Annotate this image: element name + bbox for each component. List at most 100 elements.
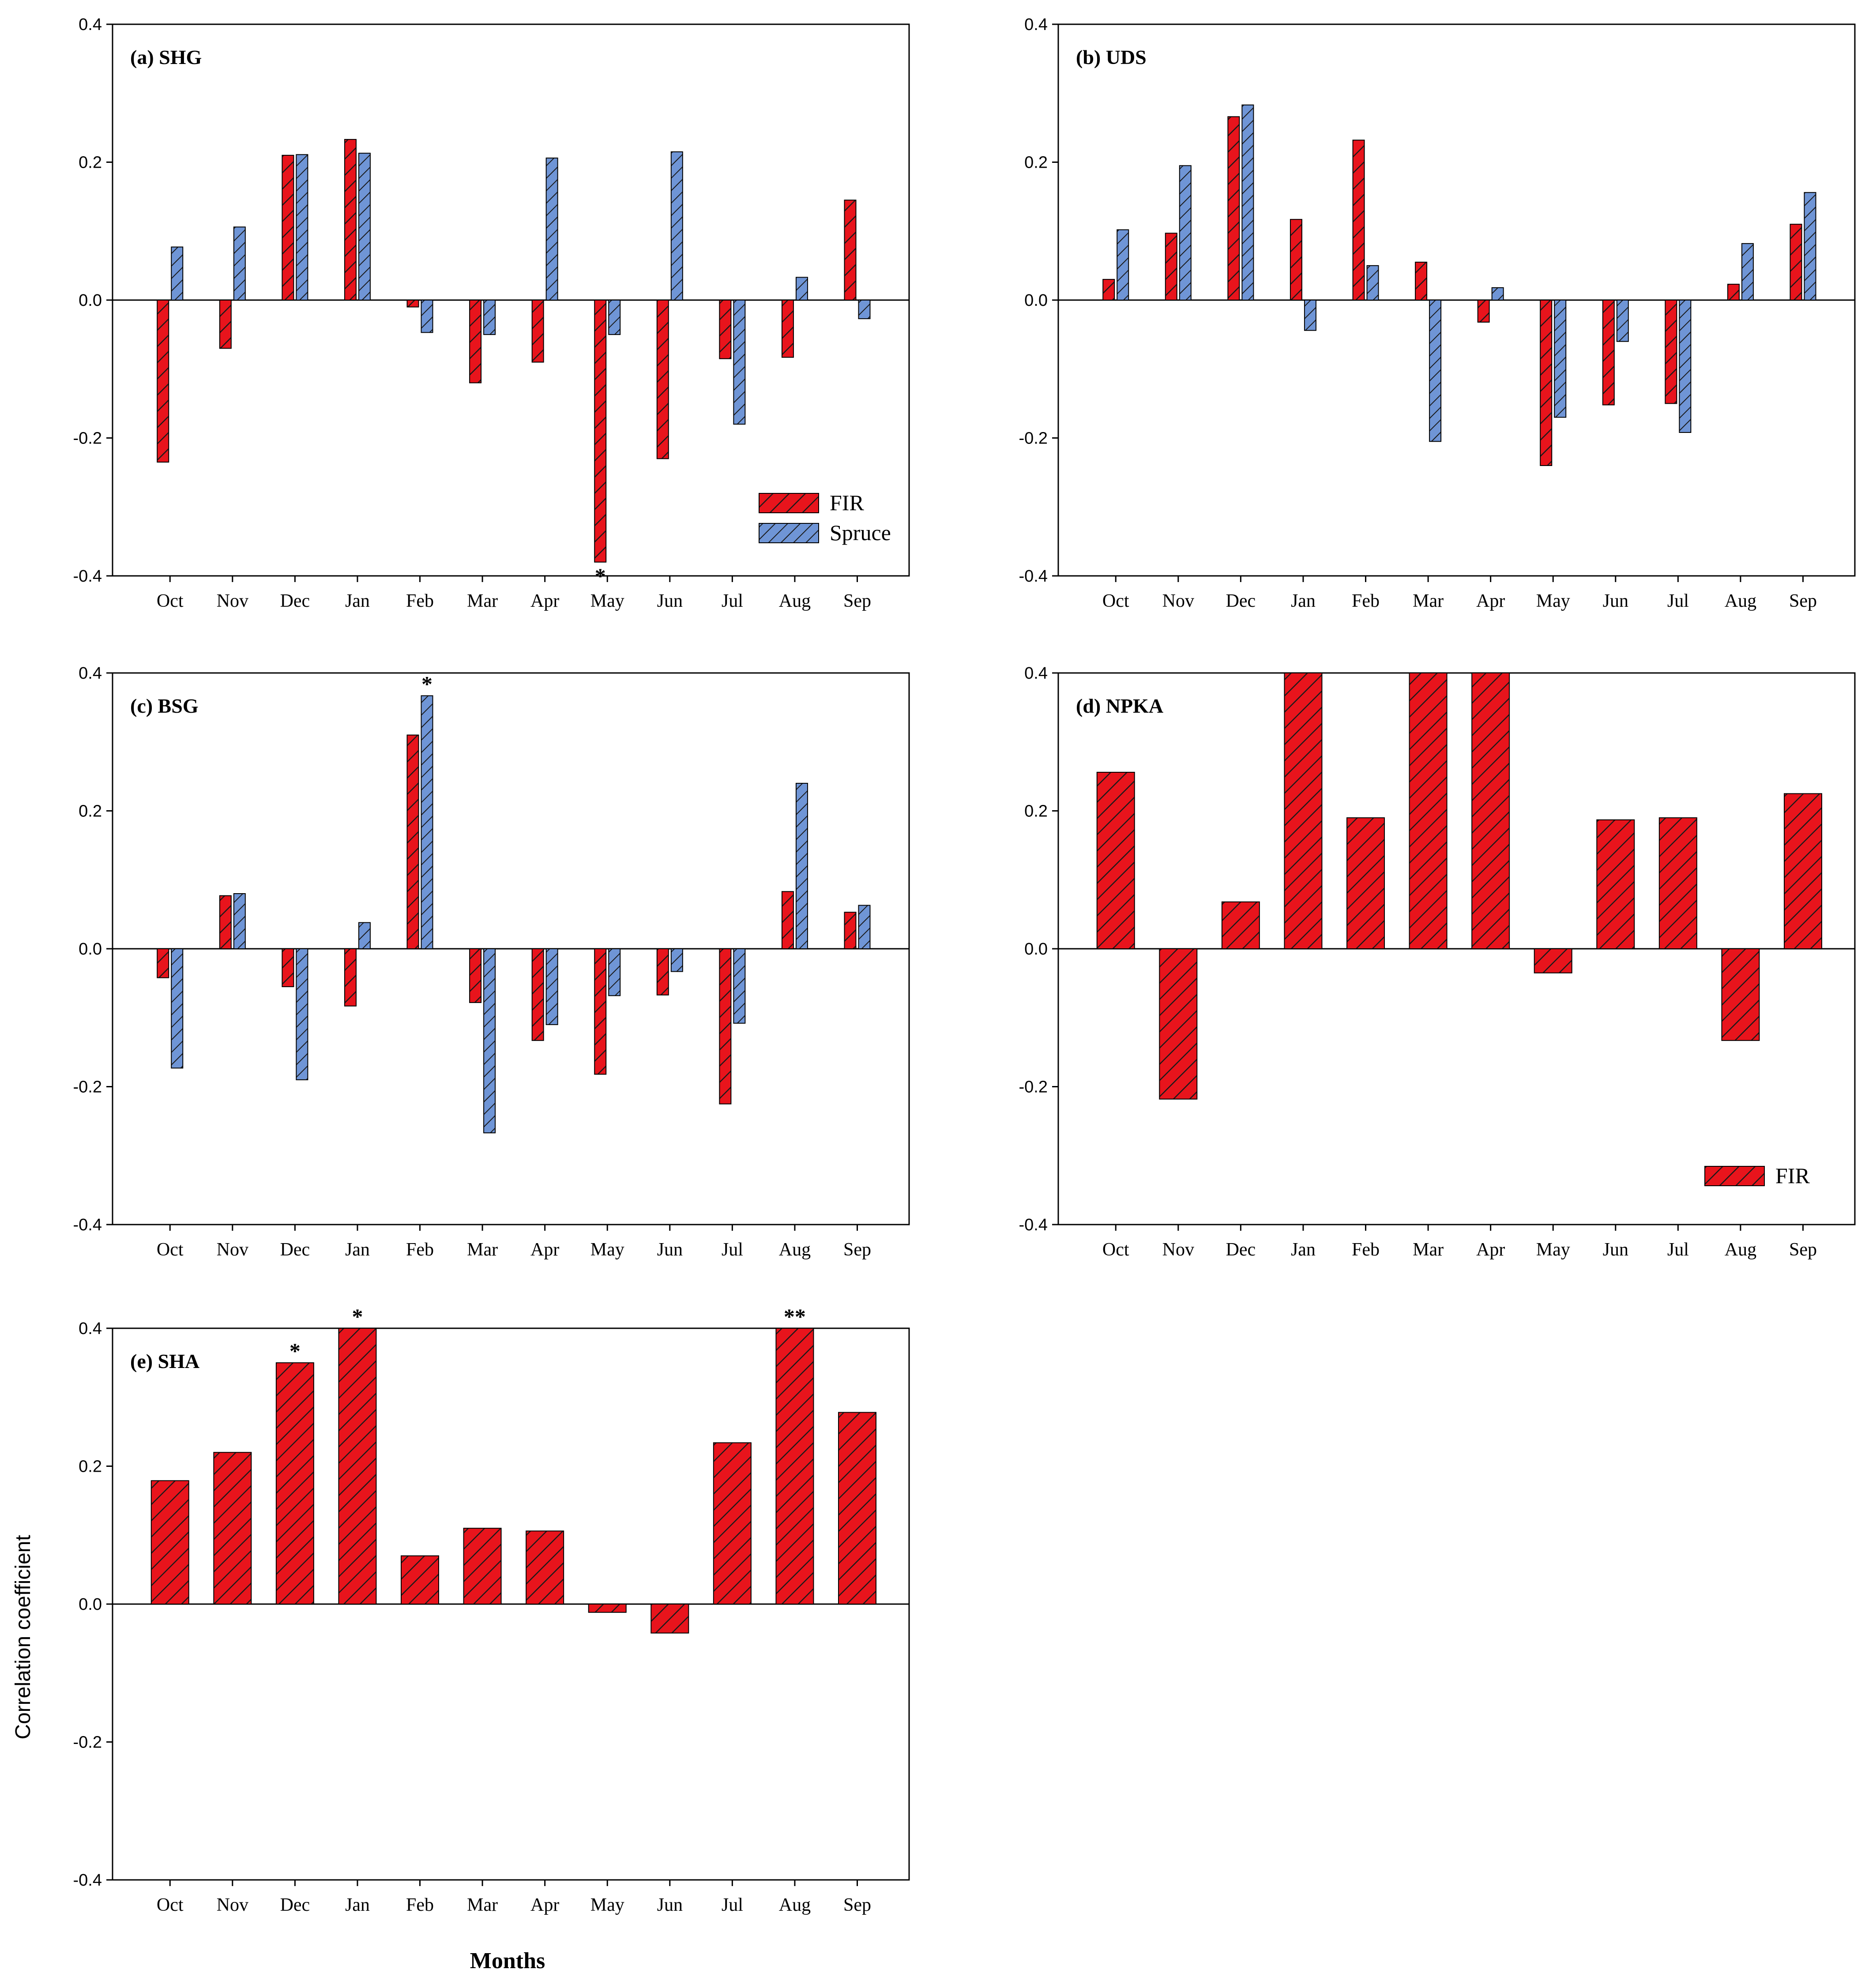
bar-fir-nov	[213, 1452, 252, 1605]
panel-e: 0.4 0.2 0.0 -0.2 -0.4 Oct Nov Dec Jan Feb Mar Apr Ma…	[73, 1304, 910, 1915]
bar-fir-jan	[1284, 673, 1323, 949]
legend-swatch-fir	[759, 493, 819, 513]
bar-spruce-oct	[1117, 229, 1129, 301]
bar-fir-apr	[531, 300, 544, 363]
bar-spruce-mar	[483, 300, 496, 335]
x-tick-label: Mar	[1413, 591, 1444, 611]
y-tick-label: 0.2	[79, 802, 102, 821]
y-tick-label: 0.4	[1024, 664, 1048, 683]
x-tick-label: May	[1536, 1240, 1570, 1260]
x-tick-label: Sep	[843, 591, 871, 611]
x-tick-label: Nov	[1162, 591, 1194, 611]
bar-fir-may	[594, 948, 607, 1075]
bar-fir-jun	[650, 1604, 689, 1634]
x-tick-label: Dec	[1226, 591, 1256, 611]
bar-spruce-sep	[858, 300, 871, 319]
significance-star: *	[352, 1304, 363, 1329]
bar-fir-feb	[401, 1555, 440, 1605]
bar-fir-jul	[719, 300, 732, 359]
bar-fir-may	[588, 1604, 627, 1613]
bar-fir-aug	[781, 891, 794, 949]
bar-fir-may	[1540, 300, 1553, 466]
y-tick-label: -0.2	[1019, 429, 1048, 448]
bar-spruce-sep	[1804, 192, 1816, 301]
x-tick-label: Apr	[530, 1240, 559, 1260]
panel-title: (b) UDS	[1076, 46, 1147, 68]
bar-fir-dec	[282, 154, 294, 301]
x-tick-label: Jun	[657, 1895, 683, 1915]
bar-fir-jun	[1602, 300, 1615, 406]
significance-star: *	[595, 564, 606, 588]
bar-fir-aug	[781, 300, 794, 358]
bar-spruce-apr	[545, 948, 558, 1025]
bar-fir-sep	[838, 1412, 876, 1605]
x-tick-label: May	[590, 591, 624, 611]
bar-fir-sep	[844, 199, 857, 301]
bar-fir-jun	[1596, 819, 1635, 949]
x-tick-label: May	[1536, 591, 1570, 611]
y-tick-label: -0.4	[73, 1216, 102, 1234]
bar-spruce-jul	[733, 948, 746, 1024]
bar-fir-may	[594, 300, 607, 563]
bar-fir-sep	[1790, 224, 1802, 301]
x-tick-label: Aug	[779, 1240, 811, 1260]
y-tick-label: 0.0	[1024, 940, 1048, 958]
x-tick-label: Mar	[1413, 1240, 1444, 1260]
y-tick-label: 0.2	[79, 154, 102, 172]
y-tick-label: 0.2	[79, 1458, 102, 1476]
bar-spruce-jan	[358, 153, 371, 301]
y-tick-label: 0.2	[1024, 154, 1048, 172]
x-tick-label: Jul	[722, 1240, 743, 1260]
bar-spruce-aug	[795, 277, 808, 301]
y-tick-label: 0.0	[1024, 291, 1048, 310]
bar-fir-feb	[1346, 817, 1385, 949]
bar-fir-jan	[1290, 219, 1302, 301]
significance-star: **	[784, 1304, 806, 1329]
bar-fir-aug	[1721, 948, 1760, 1041]
x-tick-label: Dec	[280, 591, 310, 611]
x-tick-label: Jul	[1667, 591, 1689, 611]
bar-fir-apr	[526, 1530, 564, 1605]
panel-title: (d) NPKA	[1076, 695, 1163, 717]
x-tick-label: Oct	[1102, 1240, 1129, 1260]
y-tick-label: 0.0	[79, 1595, 102, 1614]
x-tick-label: Mar	[467, 591, 498, 611]
bar-spruce-apr	[545, 158, 558, 301]
x-tick-label: Oct	[157, 1240, 184, 1260]
significance-star: *	[421, 672, 432, 696]
x-tick-label: Feb	[1352, 591, 1380, 611]
bar-fir-dec	[282, 948, 294, 987]
y-tick-label: 0.4	[79, 1319, 102, 1338]
x-tick-label: Aug	[779, 1895, 811, 1915]
x-tick-label: Nov	[217, 1895, 248, 1915]
bar-fir-aug	[775, 1328, 814, 1605]
bar-fir-oct	[157, 300, 169, 463]
bar-fir-apr	[531, 948, 544, 1041]
x-tick-label: Jun	[657, 1240, 683, 1260]
bar-spruce-sep	[858, 905, 871, 949]
bar-fir-mar	[469, 300, 482, 383]
x-tick-label: May	[590, 1895, 624, 1915]
bar-spruce-jan	[1304, 300, 1316, 331]
y-tick-label: 0.2	[1024, 802, 1048, 821]
bar-spruce-jun	[1616, 300, 1629, 342]
y-tick-label: 0.0	[79, 291, 102, 310]
y-tick-label: -0.2	[73, 429, 102, 448]
bar-spruce-nov	[233, 226, 246, 301]
bar-spruce-oct	[171, 948, 184, 1069]
bar-spruce-jun	[670, 151, 683, 301]
x-tick-label: Jul	[722, 1895, 743, 1915]
x-tick-label: Aug	[1725, 591, 1756, 611]
bar-spruce-apr	[1491, 287, 1504, 301]
panel-c: 0.4 0.2 0.0 -0.2 -0.4 Oct Nov Dec Jan Feb Mar Apr Ma…	[73, 664, 910, 1260]
bar-fir-jul	[719, 948, 732, 1105]
panel-b: 0.4 0.2 0.0 -0.2 -0.4 Oct Nov Dec Jan Feb Mar Apr Ma…	[1019, 15, 1856, 611]
y-tick-label: 0.4	[79, 15, 102, 34]
x-tick-label: Dec	[280, 1240, 310, 1260]
y-tick-label: -0.4	[73, 1871, 102, 1890]
x-tick-label: Sep	[1789, 1240, 1817, 1260]
bar-fir-oct	[150, 1480, 189, 1605]
x-tick-label: Feb	[406, 591, 434, 611]
bar-spruce-oct	[171, 246, 184, 301]
